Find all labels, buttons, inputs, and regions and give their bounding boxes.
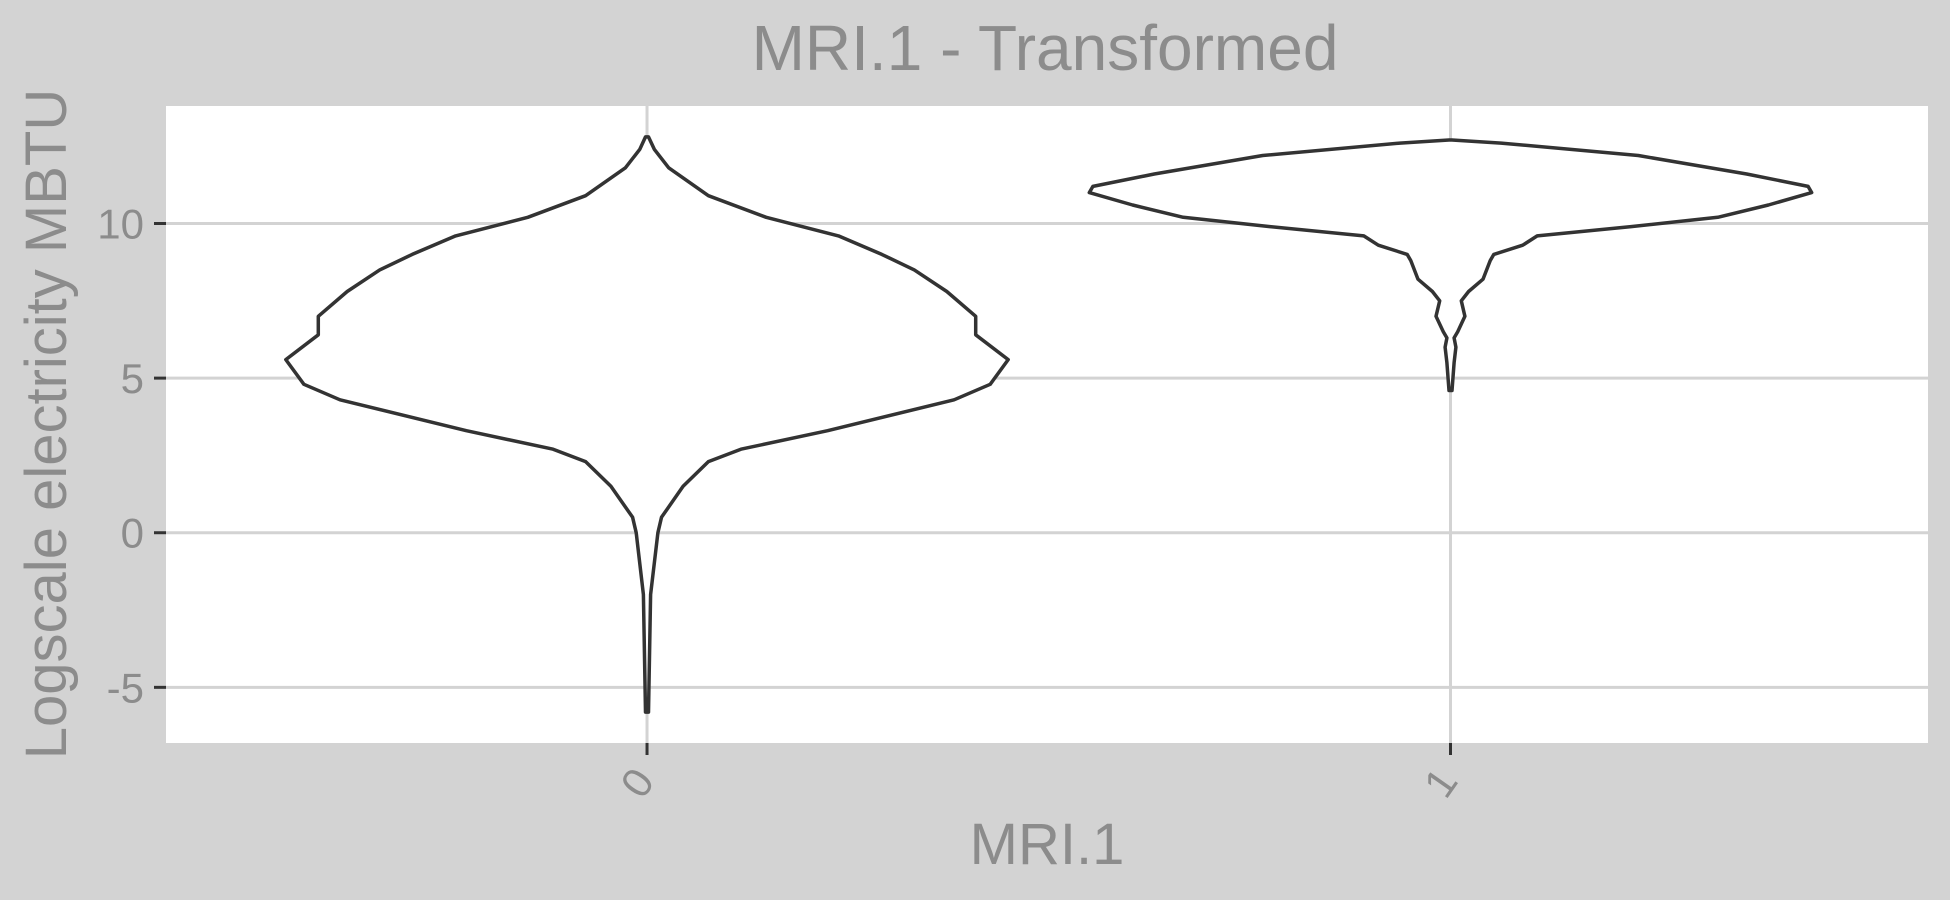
y-axis: -5 0 5 10: [97, 201, 166, 711]
x-axis-title: MRI.1: [970, 812, 1125, 877]
y-tick-label: 5: [121, 355, 144, 402]
y-tick-label: 0: [121, 510, 144, 557]
violin-1: [1087, 138, 1814, 393]
y-tick-label: -5: [107, 664, 144, 711]
y-axis-title: Logscale electricity MBTU: [14, 89, 79, 759]
y-tick-label: 10: [97, 201, 144, 248]
violin-shapes: [284, 135, 1814, 714]
chart-title: MRI.1 - Transformed: [752, 12, 1339, 84]
violin-0: [284, 135, 1010, 714]
